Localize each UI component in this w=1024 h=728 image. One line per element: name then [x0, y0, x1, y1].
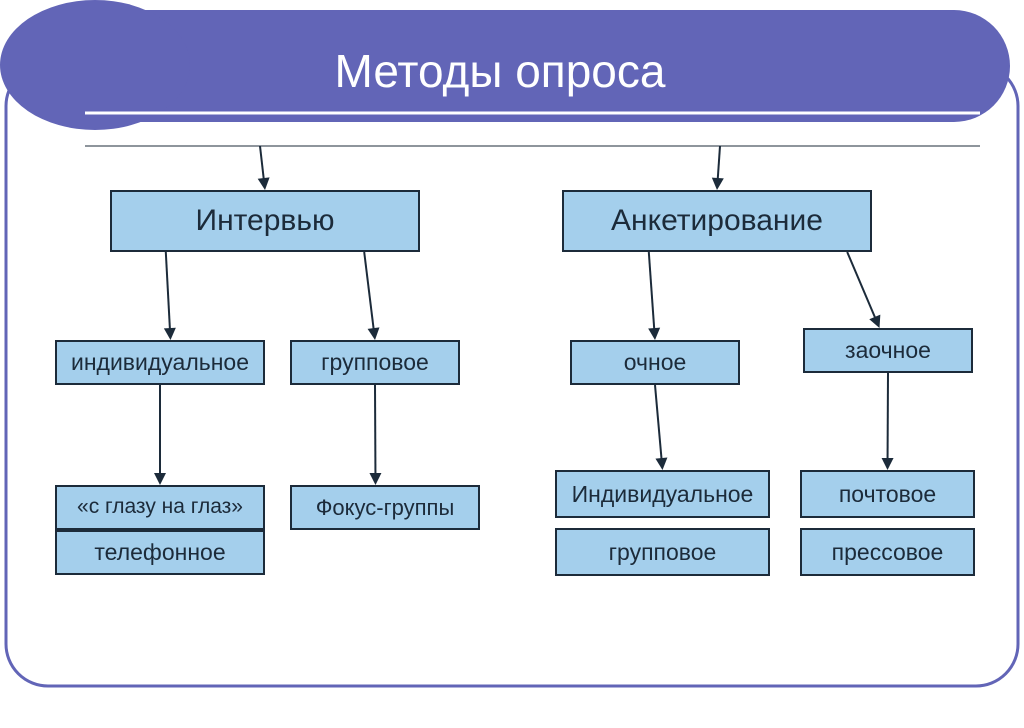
slide-title: Методы опроса	[335, 45, 666, 97]
node-indiv2: Индивидуальное	[555, 470, 770, 518]
node-label: групповое	[321, 349, 429, 375]
node-label: заочное	[845, 337, 931, 363]
node-eye2eye: «с глазу на глаз»	[55, 485, 265, 530]
node-label: очное	[624, 349, 687, 375]
node-label: прессовое	[832, 539, 944, 565]
node-phone: телефонное	[55, 530, 265, 575]
node-individual: индивидуальное	[55, 340, 265, 385]
node-press: прессовое	[800, 528, 975, 576]
node-label: групповое	[609, 539, 717, 565]
diagram-stage: Методы опроса Интервью Анкетирование индив…	[0, 0, 1024, 728]
node-label: телефонное	[94, 539, 225, 565]
node-interview: Интервью	[110, 190, 420, 252]
node-survey: Анкетирование	[562, 190, 872, 252]
node-label: Интервью	[196, 204, 335, 239]
node-label: Анкетирование	[611, 204, 823, 239]
node-label: «с глазу на глаз»	[77, 495, 243, 519]
node-group2: групповое	[555, 528, 770, 576]
node-label: индивидуальное	[71, 349, 249, 375]
node-group: групповое	[290, 340, 460, 385]
node-label: Фокус-группы	[316, 495, 455, 520]
node-ochnoe: очное	[570, 340, 740, 385]
node-label: Индивидуальное	[572, 481, 754, 507]
node-postal: почтовое	[800, 470, 975, 518]
node-zaochnoe: заочное	[803, 328, 973, 373]
node-label: почтовое	[839, 481, 936, 507]
node-focus: Фокус-группы	[290, 485, 480, 530]
